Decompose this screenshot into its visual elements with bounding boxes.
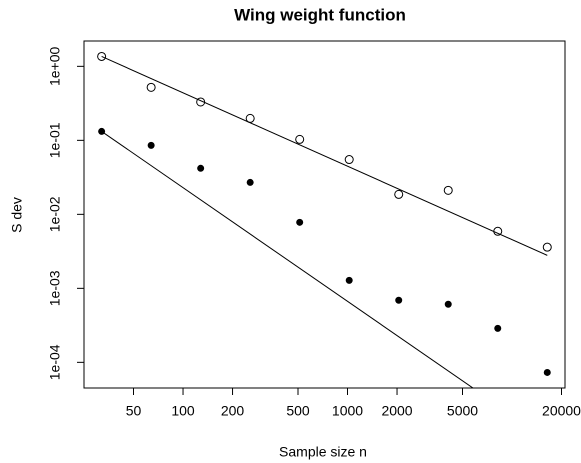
point <box>395 296 403 304</box>
point <box>494 324 502 332</box>
point <box>98 127 106 135</box>
plot-area <box>97 51 552 388</box>
x-tick-label: 5000 <box>447 403 478 419</box>
point <box>394 189 404 199</box>
x-tick-label: 20000 <box>542 403 581 419</box>
point <box>246 178 254 186</box>
x-tick-label: 500 <box>286 403 310 419</box>
x-axis-label: Sample size n <box>279 444 367 460</box>
point <box>296 218 304 226</box>
point <box>493 226 503 236</box>
point <box>245 113 255 123</box>
fit-line <box>101 56 548 256</box>
point <box>443 185 453 195</box>
point <box>146 82 156 92</box>
x-tick-label: 100 <box>171 403 195 419</box>
y-tick-label: 1e-01 <box>47 122 63 158</box>
point <box>295 134 305 144</box>
point <box>344 155 354 165</box>
y-tick-label: 1e+00 <box>47 46 63 86</box>
x-tick-label: 2000 <box>381 403 412 419</box>
point <box>444 300 452 308</box>
point <box>196 97 206 107</box>
chart-title: Wing weight function <box>234 5 406 24</box>
point <box>197 164 205 172</box>
fit-line <box>101 131 474 388</box>
y-axis-label: S dev <box>9 197 25 233</box>
y-tick-label: 1e-02 <box>47 196 63 232</box>
point <box>542 242 552 252</box>
point <box>97 51 107 61</box>
plot-frame <box>83 40 566 389</box>
point <box>345 276 353 284</box>
point <box>147 141 155 149</box>
x-tick-label: 50 <box>126 403 142 419</box>
x-tick-label: 1000 <box>332 403 363 419</box>
y-tick-label: 1e-03 <box>47 270 63 306</box>
x-tick-label: 200 <box>221 403 245 419</box>
point <box>543 368 551 376</box>
y-tick-label: 1e-04 <box>47 344 63 380</box>
